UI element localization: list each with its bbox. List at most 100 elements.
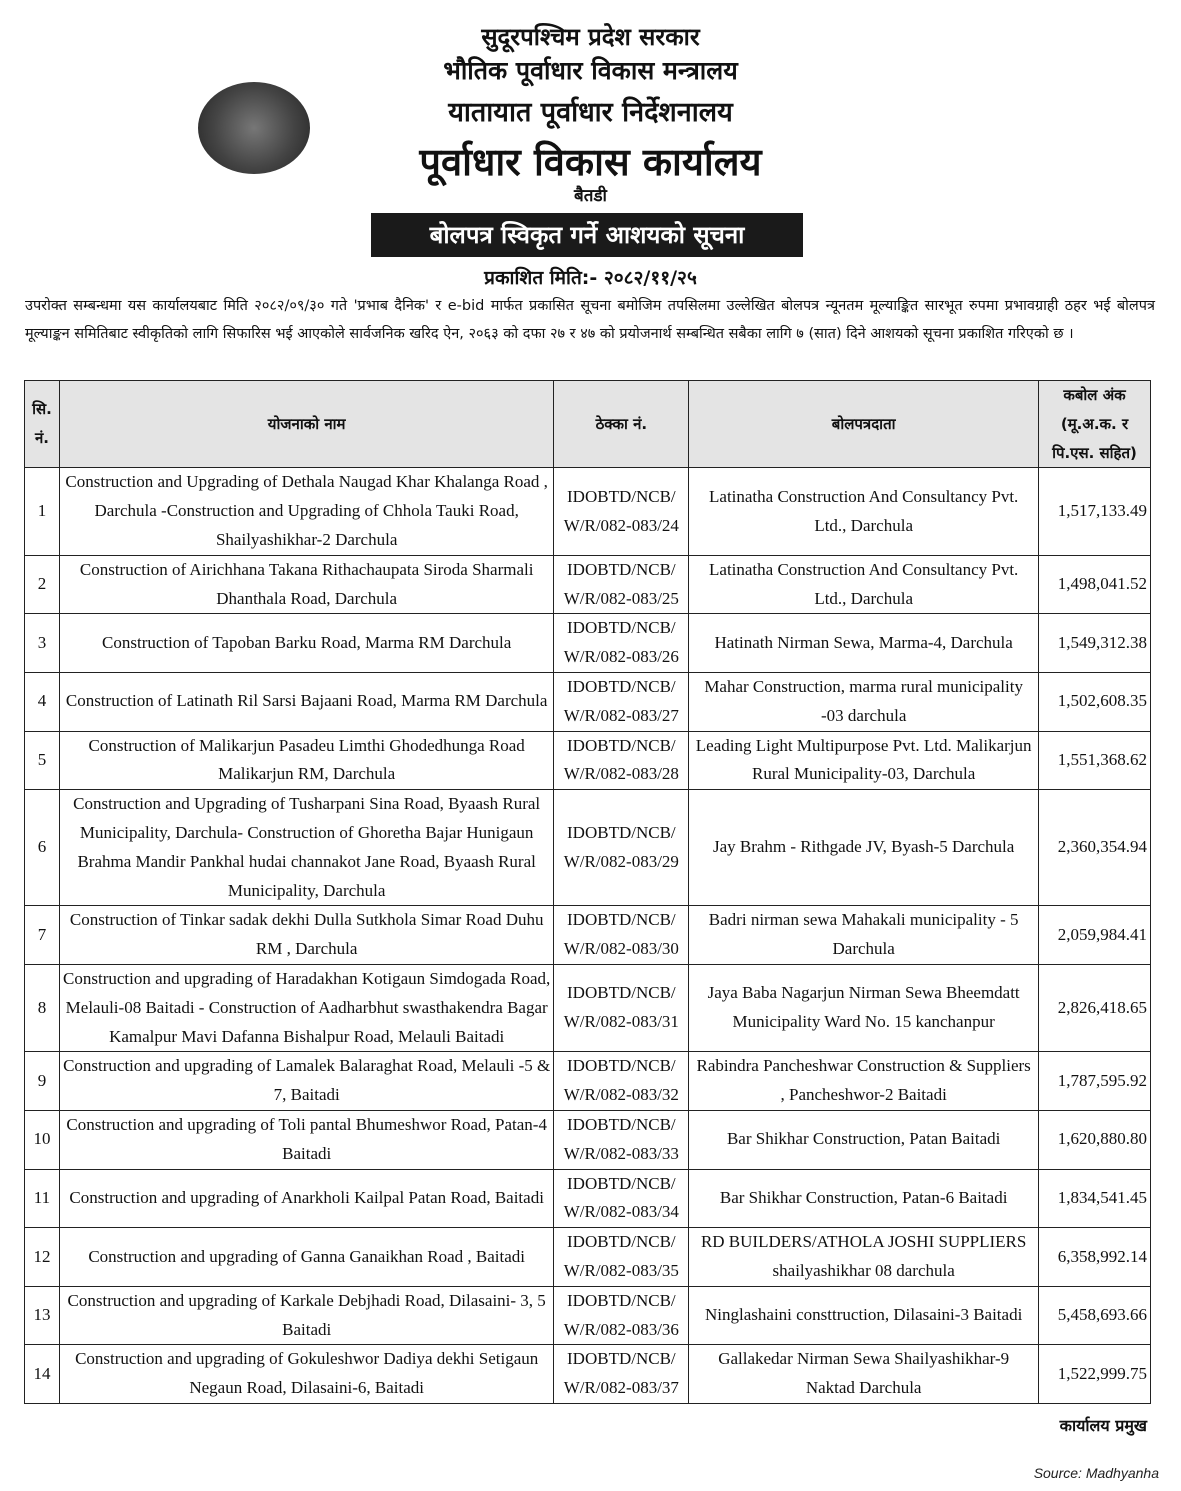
cell-sn: 10 — [24, 1109, 60, 1170]
cell-contract-no: IDOBTD/NCB/ W/R/082-083/28 — [553, 730, 690, 791]
cell-bid-amount: 5,458,693.66 — [1038, 1285, 1151, 1346]
cell-bidder: Jaya Baba Nagarjun Nirman Sewa Bheemdatt… — [688, 963, 1039, 1053]
cell-bid-amount: 1,522,999.75 — [1038, 1344, 1151, 1404]
cell-bidder: Jay Brahm - Rithgade JV, Byash-5 Darchul… — [688, 789, 1039, 907]
cell-bidder: Bar Shikhar Construction, Patan-6 Baitad… — [688, 1168, 1039, 1229]
cell-bidder: Rabindra Pancheshwar Construction & Supp… — [688, 1051, 1039, 1111]
cell-bidder: Leading Light Multipurpose Pvt. Ltd. Mal… — [688, 730, 1039, 791]
cell-project-name: Construction and upgrading of Haradakhan… — [58, 963, 555, 1053]
cell-bidder: Bar Shikhar Construction, Patan Baitadi — [688, 1109, 1039, 1170]
cell-sn: 9 — [24, 1051, 60, 1111]
header-project-name: योजनाको नाम — [58, 379, 555, 469]
table-row: 2 Construction of Airichhana Takana Ritha… — [24, 554, 1151, 615]
table-row: 3 Construction of Tapoban Barku Road, Mar… — [24, 613, 1151, 673]
cell-project-name: Construction and Upgrading of Dethala Na… — [58, 467, 555, 556]
government-emblem-logo — [198, 82, 310, 174]
cell-bid-amount: 2,826,418.65 — [1038, 963, 1151, 1053]
table-row: 13 Construction and upgrading of Karkale … — [24, 1285, 1151, 1346]
cell-bid-amount: 1,551,368.62 — [1038, 730, 1151, 791]
signature-office-chief: कार्यालय प्रमुख — [1059, 1416, 1147, 1435]
cell-bidder: Gallakedar Nirman Sewa Shailyashikhar-9 … — [688, 1344, 1039, 1404]
cell-bid-amount: 2,360,354.94 — [1038, 789, 1151, 907]
cell-bid-amount: 2,059,984.41 — [1038, 905, 1151, 965]
table-row: 4 Construction of Latinath Ril Sarsi Baja… — [24, 671, 1151, 732]
cell-contract-no: IDOBTD/NCB/ W/R/082-083/30 — [553, 905, 690, 965]
table-row: 14 Construction and upgrading of Gokulesh… — [24, 1344, 1151, 1404]
cell-bidder: Latinatha Construction And Consultancy P… — [688, 467, 1039, 556]
published-date: प्रकाशित मिति:- २०८२/११/२५ — [484, 267, 697, 289]
cell-contract-no: IDOBTD/NCB/ W/R/082-083/37 — [553, 1344, 690, 1404]
cell-project-name: Construction and upgrading of Lamalek Ba… — [58, 1051, 555, 1111]
cell-contract-no: IDOBTD/NCB/ W/R/082-083/24 — [553, 467, 690, 556]
cell-bidder: Mahar Construction, marma rural municipa… — [688, 671, 1039, 732]
notice-title-banner: बोलपत्र स्विकृत गर्ने आशयको सूचना — [371, 213, 803, 257]
cell-sn: 8 — [24, 963, 60, 1053]
province-government: सुदूरपश्चिम प्रदेश सरकार — [481, 23, 700, 51]
cell-sn: 13 — [24, 1285, 60, 1346]
cell-sn: 14 — [24, 1344, 60, 1404]
cell-sn: 1 — [24, 467, 60, 556]
cell-sn: 3 — [24, 613, 60, 673]
header-bid-amount: कबोल अंक (मू.अ.क. र पि.एस. सहित) — [1038, 379, 1151, 469]
directorate-name: यातायात पूर्वाधार निर्देशनालय — [448, 97, 733, 128]
table-row: 5 Construction of Malikarjun Pasadeu Limt… — [24, 730, 1151, 791]
cell-contract-no: IDOBTD/NCB/ W/R/082-083/27 — [553, 671, 690, 732]
cell-bidder: Hatinath Nirman Sewa, Marma-4, Darchula — [688, 613, 1039, 673]
cell-contract-no: IDOBTD/NCB/ W/R/082-083/26 — [553, 613, 690, 673]
table-row: 11 Construction and upgrading of Anarkhol… — [24, 1168, 1151, 1229]
cell-project-name: Construction and upgrading of Ganna Gana… — [58, 1227, 555, 1287]
cell-project-name: Construction and upgrading of Karkale De… — [58, 1285, 555, 1346]
cell-contract-no: IDOBTD/NCB/ W/R/082-083/29 — [553, 789, 690, 907]
cell-bid-amount: 1,498,041.52 — [1038, 554, 1151, 615]
cell-contract-no: IDOBTD/NCB/ W/R/082-083/35 — [553, 1227, 690, 1287]
cell-project-name: Construction of Airichhana Takana Rithac… — [58, 554, 555, 615]
cell-bid-amount: 1,787,595.92 — [1038, 1051, 1151, 1111]
header-bidder: बोलपत्रदाता — [688, 379, 1039, 469]
source-credit: Source: Madhyanha — [1033, 1465, 1159, 1481]
cell-bidder: RD BUILDERS/ATHOLA JOSHI SUPPLIERS shail… — [688, 1227, 1039, 1287]
cell-sn: 7 — [24, 905, 60, 965]
cell-sn: 11 — [24, 1168, 60, 1229]
table-row: 1 Construction and Upgrading of Dethala N… — [24, 467, 1151, 556]
table-header-row: सि. नं. योजनाको नाम ठेक्का नं. बोलपत्रदा… — [24, 379, 1151, 469]
cell-sn: 6 — [24, 789, 60, 907]
cell-contract-no: IDOBTD/NCB/ W/R/082-083/34 — [553, 1168, 690, 1229]
table-row: 7 Construction of Tinkar sadak dekhi Dull… — [24, 905, 1151, 965]
cell-project-name: Construction and upgrading of Gokuleshwo… — [58, 1344, 555, 1404]
office-name: पूर्वाधार विकास कार्यालय — [419, 140, 762, 184]
cell-project-name: Construction of Latinath Ril Sarsi Bajaa… — [58, 671, 555, 732]
cell-contract-no: IDOBTD/NCB/ W/R/082-083/33 — [553, 1109, 690, 1170]
cell-project-name: Construction of Malikarjun Pasadeu Limth… — [58, 730, 555, 791]
cell-project-name: Construction and upgrading of Anarkholi … — [58, 1168, 555, 1229]
cell-sn: 5 — [24, 730, 60, 791]
cell-contract-no: IDOBTD/NCB/ W/R/082-083/25 — [553, 554, 690, 615]
cell-project-name: Construction of Tinkar sadak dekhi Dulla… — [58, 905, 555, 965]
cell-bid-amount: 1,502,608.35 — [1038, 671, 1151, 732]
cell-contract-no: IDOBTD/NCB/ W/R/082-083/36 — [553, 1285, 690, 1346]
table-row: 12 Construction and upgrading of Ganna Ga… — [24, 1227, 1151, 1287]
cell-bidder: Badri nirman sewa Mahakali municipality … — [688, 905, 1039, 965]
cell-bid-amount: 1,620,880.80 — [1038, 1109, 1151, 1170]
cell-bid-amount: 6,358,992.14 — [1038, 1227, 1151, 1287]
cell-bid-amount: 1,517,133.49 — [1038, 467, 1151, 556]
ministry-name: भौतिक पूर्वाधार विकास मन्त्रालय — [443, 56, 738, 85]
cell-bidder: Latinatha Construction And Consultancy P… — [688, 554, 1039, 615]
cell-bid-amount: 1,549,312.38 — [1038, 613, 1151, 673]
table-row: 9 Construction and upgrading of Lamalek B… — [24, 1051, 1151, 1111]
award-table: सि. नं. योजनाको नाम ठेक्का नं. बोलपत्रदा… — [24, 379, 1151, 1404]
cell-sn: 4 — [24, 671, 60, 732]
header-sn: सि. नं. — [24, 379, 60, 469]
notice-body: उपरोक्त सम्बन्धमा यस कार्यालयबाट मिति २०… — [25, 298, 1155, 342]
header-contract-no: ठेक्का नं. — [553, 379, 690, 469]
cell-contract-no: IDOBTD/NCB/ W/R/082-083/32 — [553, 1051, 690, 1111]
office-location: बैतडी — [574, 186, 607, 206]
cell-contract-no: IDOBTD/NCB/ W/R/082-083/31 — [553, 963, 690, 1053]
cell-project-name: Construction of Tapoban Barku Road, Marm… — [58, 613, 555, 673]
cell-sn: 2 — [24, 554, 60, 615]
table-row: 8 Construction and upgrading of Haradakha… — [24, 963, 1151, 1053]
cell-sn: 12 — [24, 1227, 60, 1287]
cell-project-name: Construction and Upgrading of Tusharpani… — [58, 789, 555, 907]
cell-bid-amount: 1,834,541.45 — [1038, 1168, 1151, 1229]
cell-bidder: Ninglashaini consttruction, Dilasaini-3 … — [688, 1285, 1039, 1346]
